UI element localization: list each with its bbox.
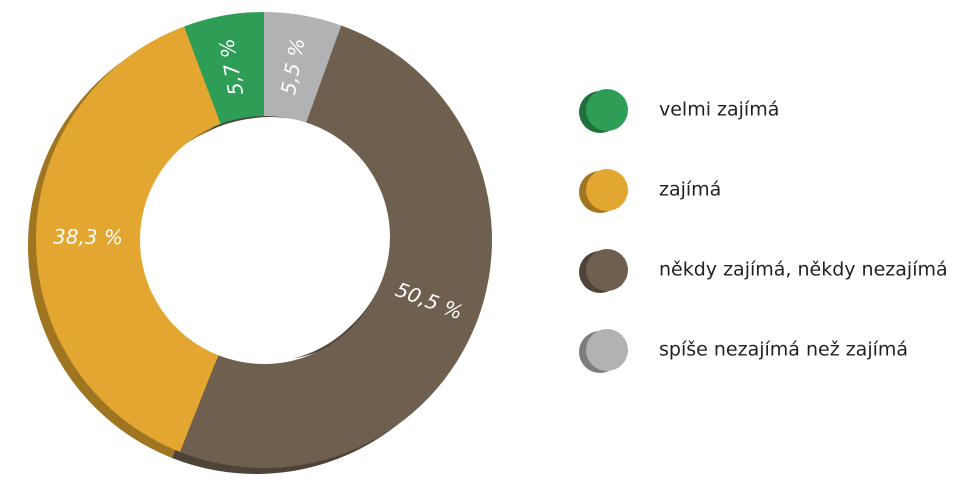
- legend-label: někdy zajímá, někdy nezajímá: [659, 259, 948, 281]
- slice: [180, 25, 493, 469]
- value-label: 38,3 %: [53, 225, 123, 250]
- slice: [264, 12, 342, 124]
- slice: [35, 26, 221, 452]
- hole-edge: [150, 117, 390, 357]
- legend-swatch: [586, 169, 628, 211]
- legend-label: spíše nezajímá než zajímá: [659, 339, 908, 361]
- legend-swatch: [586, 89, 628, 131]
- legend-swatch: [586, 249, 628, 291]
- legend-label: zajímá: [659, 179, 721, 201]
- legend-swatch: [586, 329, 628, 371]
- slice: [184, 12, 264, 124]
- legend-label: velmi zajímá: [659, 99, 779, 121]
